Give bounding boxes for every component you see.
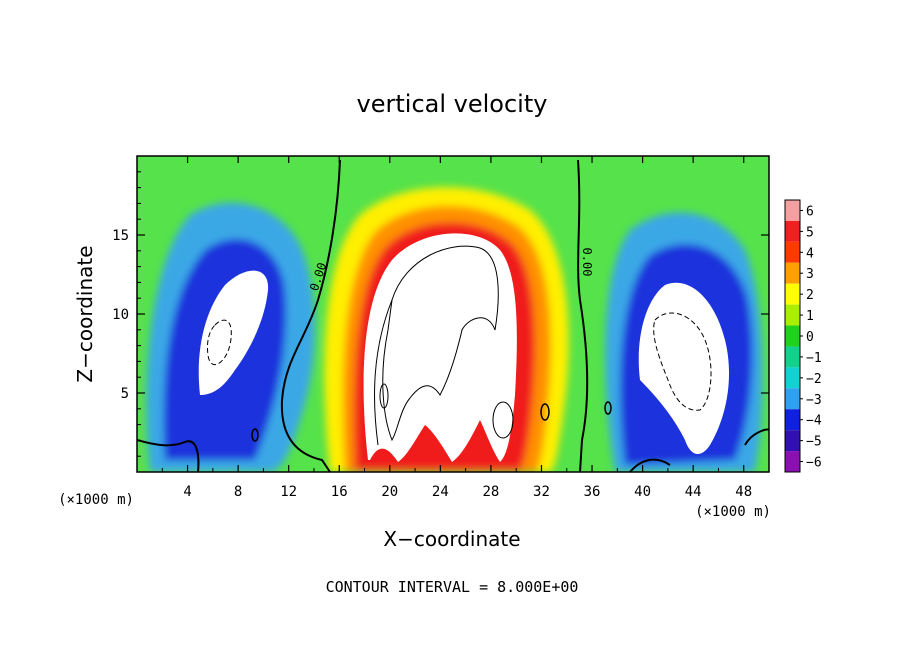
colorbar-label: 0 bbox=[806, 330, 814, 345]
colorbar-swatch bbox=[785, 283, 800, 305]
colorbar-swatch bbox=[785, 325, 800, 347]
colorbar-swatch bbox=[785, 262, 800, 284]
x-tick-label: 28 bbox=[482, 484, 499, 500]
x-axis: 4 8 12 16 20 24 28 32 36 40 44 48 bbox=[161, 156, 752, 500]
colorbar-swatch bbox=[785, 430, 800, 452]
x-tick-label: 8 bbox=[234, 484, 242, 500]
colorbar-label: −6 bbox=[806, 456, 822, 471]
colorbar-label: −2 bbox=[806, 372, 822, 387]
x-tick-label: 48 bbox=[735, 484, 752, 500]
y-tick-label: 5 bbox=[121, 386, 129, 402]
colorbar-label: 2 bbox=[806, 288, 814, 303]
x-tick-label: 4 bbox=[183, 484, 191, 500]
colorbar-swatch bbox=[785, 241, 800, 263]
colorbar-swatch bbox=[785, 304, 800, 326]
chart-title: vertical velocity bbox=[357, 90, 548, 118]
colorbar-swatch bbox=[785, 200, 800, 221]
y-tick-label: 15 bbox=[112, 228, 129, 244]
colorbar-label: −5 bbox=[806, 435, 822, 450]
updraft-core bbox=[363, 233, 517, 462]
colorbar-label: 5 bbox=[806, 225, 814, 240]
y-tick-label: 10 bbox=[112, 307, 129, 323]
colorbar-swatch bbox=[785, 346, 800, 368]
x-tick-label: 32 bbox=[533, 484, 550, 500]
y-axis-title: Z−coordinate bbox=[73, 245, 97, 382]
downdraft-core-left bbox=[198, 270, 269, 395]
x-tick-label: 24 bbox=[432, 484, 449, 500]
colorbar-label: 3 bbox=[806, 267, 814, 282]
plot-area: 0.00 0.00 bbox=[137, 156, 769, 472]
colorbar-label: −4 bbox=[806, 414, 822, 429]
x-unit-label: (×1000 m) bbox=[695, 504, 771, 520]
y-axis: 5 10 15 bbox=[112, 171, 769, 457]
colorbar-swatch bbox=[785, 451, 800, 472]
x-tick-label: 44 bbox=[685, 484, 702, 500]
downdraft-core-right bbox=[638, 282, 730, 455]
colorbar-label: 1 bbox=[806, 309, 814, 324]
x-tick-label: 12 bbox=[280, 484, 297, 500]
x-tick-label: 40 bbox=[634, 484, 651, 500]
colorbar-swatch bbox=[785, 409, 800, 431]
x-tick-label: 16 bbox=[331, 484, 348, 500]
colorbar: 6 5 4 3 2 1 0 −1 −2 −3 −4 −5 −6 bbox=[784, 199, 822, 473]
colorbar-label: 6 bbox=[806, 204, 814, 219]
colorbar-swatch bbox=[785, 220, 800, 242]
colorbar-swatch bbox=[785, 367, 800, 389]
y-unit-label: (×1000 m) bbox=[58, 492, 134, 508]
contour-interval-note: CONTOUR INTERVAL = 8.000E+00 bbox=[326, 578, 579, 596]
colorbar-label: −1 bbox=[806, 351, 822, 366]
x-tick-label: 36 bbox=[584, 484, 601, 500]
x-axis-title: X−coordinate bbox=[383, 527, 520, 551]
colorbar-label: 4 bbox=[806, 246, 814, 261]
x-tick-label: 20 bbox=[381, 484, 398, 500]
colorbar-label: −3 bbox=[806, 393, 822, 408]
contour-label-right: 0.00 bbox=[580, 248, 594, 277]
colorbar-swatch bbox=[785, 388, 800, 410]
contour-lines bbox=[137, 159, 769, 472]
